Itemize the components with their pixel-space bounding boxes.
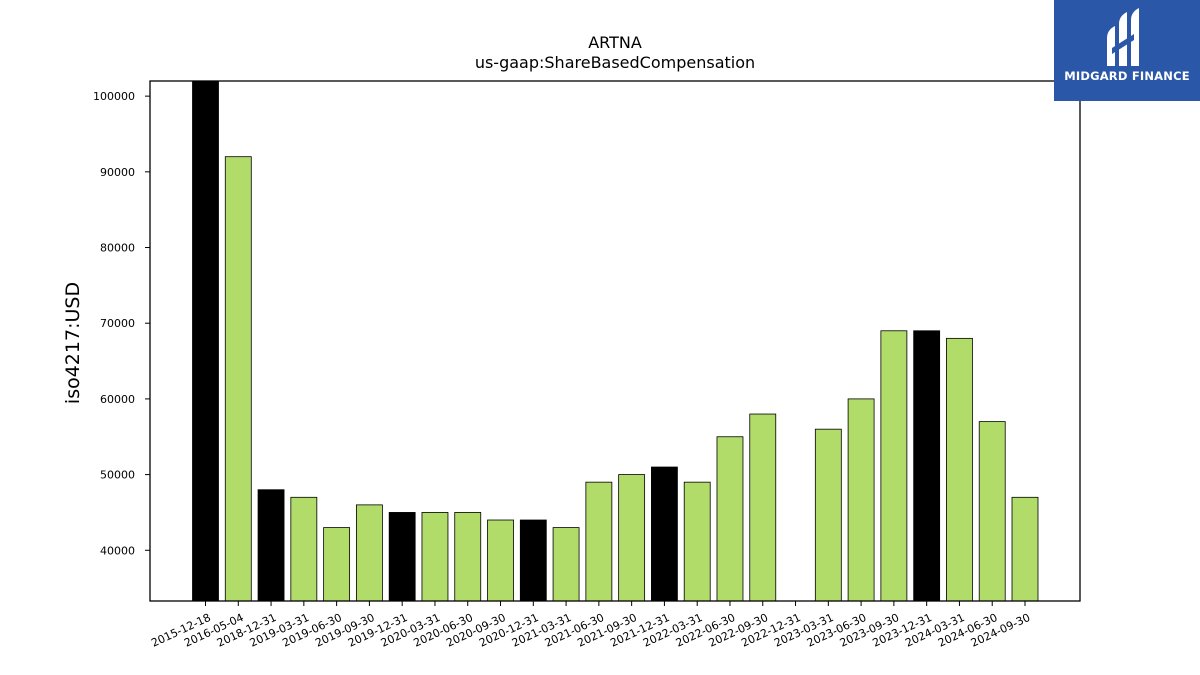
- bar-2020-09-30: [487, 519, 514, 602]
- y-axis: 40000 50000 60000 70000 80000 90000 100000: [93, 90, 150, 557]
- y-tick-label: 90000: [100, 166, 135, 179]
- bar-2015-12-18: [192, 80, 219, 602]
- bar-2021-06-30: [585, 481, 613, 602]
- chart-title: ARTNA: [588, 33, 642, 52]
- y-axis-label: iso4217:USD: [62, 282, 84, 404]
- bar-2019-03-31: [290, 496, 318, 602]
- y-tick-label: 100000: [93, 90, 135, 103]
- bar-2020-03-31: [421, 512, 449, 602]
- bar-2019-12-31: [388, 512, 416, 602]
- y-tick-label: 70000: [100, 317, 135, 330]
- bars-group: [192, 80, 1039, 602]
- chart-subtitle: us-gaap:ShareBasedCompensation: [475, 53, 755, 72]
- y-tick-label: 60000: [100, 393, 135, 406]
- bar-2022-06-30: [716, 436, 744, 602]
- bar-2023-06-30: [847, 398, 875, 602]
- bar-2019-06-30: [323, 527, 351, 602]
- brand-name: MIDGARD FINANCE: [1064, 69, 1190, 83]
- y-tick-label: 40000: [100, 544, 135, 557]
- bar-2021-09-30: [618, 474, 646, 602]
- bar-2021-03-31: [552, 527, 580, 602]
- bar-2024-03-31: [946, 337, 973, 602]
- bar-2022-03-31: [683, 481, 711, 602]
- bar-2019-09-30: [355, 504, 383, 602]
- bar-2020-06-30: [454, 512, 482, 602]
- bar-2022-09-30: [749, 413, 777, 602]
- bar-2018-12-31: [257, 489, 285, 602]
- bar-2020-12-31: [519, 519, 547, 602]
- midgard-finance-logo-icon: [1107, 8, 1139, 66]
- brand-logo: MIDGARD FINANCE: [1054, 0, 1200, 101]
- y-tick-label: 50000: [100, 469, 135, 482]
- x-axis: 2015-12-182016-05-042018-12-312019-03-31…: [149, 601, 1032, 650]
- bar-2023-09-30: [880, 330, 908, 602]
- y-tick-label: 80000: [100, 242, 135, 255]
- bar-2023-03-31: [814, 428, 842, 602]
- bar-2024-06-30: [978, 421, 1006, 602]
- bar-2024-09-30: [1011, 496, 1039, 602]
- bar-2021-12-31: [651, 466, 678, 602]
- bar-2023-12-31: [913, 330, 941, 602]
- bar-2016-05-04: [224, 156, 252, 602]
- plot-frame: [149, 80, 1081, 602]
